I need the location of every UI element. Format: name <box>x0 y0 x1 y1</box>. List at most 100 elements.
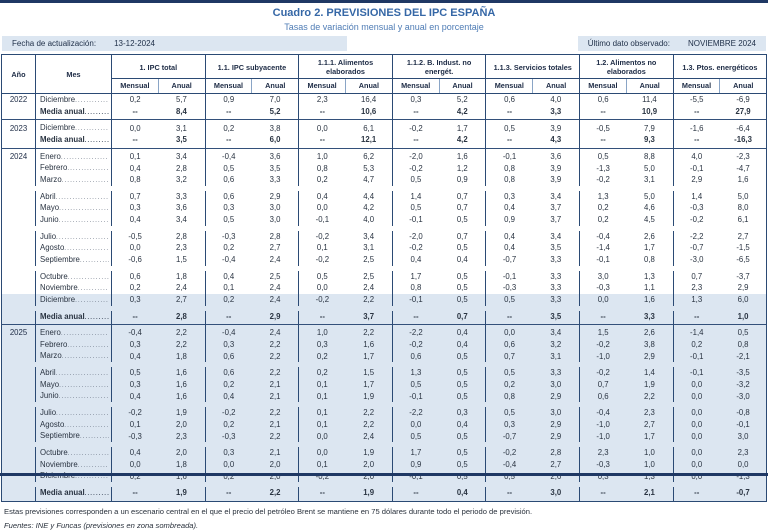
value-cell: 3,3 <box>532 105 580 120</box>
month-label-text: Febrero <box>40 163 68 173</box>
subheader-anual: Anual <box>625 78 674 94</box>
table-row: Febrero0,32,20,32,20,31,6-0,20,40,63,2-0… <box>1 338 768 351</box>
value-cell: 1,6 <box>158 470 206 483</box>
year-cell: 2024 <box>1 147 36 163</box>
value-cell: -0,4 <box>579 407 627 419</box>
leader-dots <box>78 462 109 470</box>
value-cell: 2,5 <box>345 253 393 266</box>
value-cell: 0,1 <box>223 283 235 293</box>
value-cell: -- <box>132 135 138 145</box>
value-cell: 3,3 <box>532 367 580 379</box>
value-cell: 0,8 <box>485 390 533 403</box>
subheader-anual: Anual <box>532 78 580 94</box>
value-cell: 0,5 <box>410 175 422 185</box>
year-cell: 2023 <box>1 119 36 134</box>
value-cell: -0,2 <box>485 447 533 459</box>
table-body: 2022Diciembre0,25,70,97,02,316,40,35,20,… <box>1 93 768 502</box>
value-cell: 3,0 <box>532 407 580 419</box>
value-cell: 1,9 <box>626 378 674 391</box>
value-cell: 0,5 <box>485 367 533 379</box>
value-cell: 0,7 <box>439 202 487 214</box>
value-cell: 1,7 <box>626 430 674 443</box>
value-cell: -0,2 <box>298 470 346 483</box>
value-cell: 2,4 <box>251 293 300 306</box>
value-cell: 2,3 <box>626 407 674 419</box>
value-cell: -4,7 <box>719 162 768 174</box>
value-cell: -3,0 <box>719 390 768 403</box>
month-label: Diciembre <box>35 293 112 306</box>
value-cell: -0,3 <box>579 458 627 471</box>
value-cell: 3,8 <box>251 119 300 134</box>
value-cell: 0,8 <box>129 175 141 185</box>
value-cell: -0,7 <box>719 487 768 502</box>
leader-dots <box>68 274 109 282</box>
value-cell: 0,2 <box>129 95 141 105</box>
value-cell: -0,2 <box>409 243 423 253</box>
value-cell: 1,2 <box>439 162 487 174</box>
value-cell: 4,2 <box>439 105 487 120</box>
value-cell: 0,5 <box>439 447 487 459</box>
value-cell: 3,3 <box>158 190 206 203</box>
value-cell: 0,2 <box>485 378 533 391</box>
value-cell: -0,2 <box>579 338 627 351</box>
value-cell: -- <box>485 487 533 502</box>
value-cell: -0,1 <box>502 271 517 281</box>
table-row: Septiembre-0,32,3-0,32,20,02,40,50,5-0,7… <box>1 430 768 443</box>
value-cell: 6,0 <box>251 133 300 149</box>
value-cell: -6,5 <box>719 253 768 266</box>
month-label: Junio <box>35 213 112 226</box>
value-cell: 0,5 <box>439 282 487 294</box>
leader-dots <box>59 217 109 225</box>
value-cell: 0,4 <box>439 487 487 502</box>
table-row: Marzo0,41,80,62,20,21,70,60,50,73,1-1,02… <box>1 350 768 363</box>
value-cell: -1,0 <box>579 350 627 363</box>
column-header-year: Año <box>1 54 36 94</box>
value-cell: -0,2 <box>392 119 440 134</box>
value-cell: 1,3 <box>626 270 674 283</box>
month-label: Enero <box>35 324 112 339</box>
month-label-text: Diciembre <box>40 294 76 304</box>
value-cell: 2,0 <box>158 418 206 431</box>
value-cell: 1,7 <box>345 350 393 363</box>
value-cell: 1,9 <box>158 407 206 419</box>
value-cell: 2,9 <box>532 418 580 431</box>
year-cell <box>1 133 36 149</box>
spacer-row <box>1 362 767 368</box>
value-cell: 1,7 <box>439 119 487 134</box>
value-cell: -- <box>205 310 252 325</box>
value-cell: -- <box>673 487 720 502</box>
value-cell: -0,3 <box>690 203 704 213</box>
value-cell: 0,1 <box>298 378 346 391</box>
value-cell: 0,1 <box>316 243 328 253</box>
month-label-text: Enero <box>40 328 61 338</box>
value-cell: 3,4 <box>158 147 206 163</box>
value-cell: -0,4 <box>111 324 159 339</box>
value-cell: 0,0 <box>673 458 720 471</box>
value-cell: 5,0 <box>719 190 768 203</box>
last-observed-value: NOVIEMBRE 2024 <box>687 39 756 48</box>
value-cell: 0,9 <box>392 458 440 471</box>
value-cell: 3,5 <box>251 162 300 174</box>
month-label-text: Media anual <box>40 488 85 498</box>
month-label: Junio <box>35 390 112 403</box>
value-cell: 5,0 <box>626 162 674 174</box>
year-cell <box>1 310 36 325</box>
value-cell: 2,5 <box>251 270 300 283</box>
value-cell: 2,4 <box>251 324 300 339</box>
page-title: Cuadro 2. PREVISIONES DEL IPC ESPAÑA <box>272 7 496 19</box>
value-cell: -0,3 <box>222 231 236 241</box>
value-cell: 0,0 <box>673 378 720 391</box>
value-cell: 0,8 <box>504 175 515 185</box>
value-cell: -0,2 <box>315 231 330 241</box>
value-cell: 3,3 <box>532 282 580 294</box>
table-row: Septiembre -0,6 1,5 -0,4 2,4 -0,2 2,5 0,4 0,4 -0,… <box>1 253 768 266</box>
value-cell: 0,5 <box>223 215 235 225</box>
value-cell: 4,0 <box>345 213 393 226</box>
value-cell: -0,5 <box>128 231 142 241</box>
value-cell: 3,0 <box>251 213 300 226</box>
value-cell: 0,2 <box>673 338 720 351</box>
month-label-text: Septiembre <box>40 431 80 441</box>
table-row: 2025Enero-0,42,2-0,42,41,02,2-2,20,40,03… <box>1 324 768 339</box>
month-label-text: Marzo <box>40 174 62 184</box>
leader-dots <box>75 97 109 105</box>
